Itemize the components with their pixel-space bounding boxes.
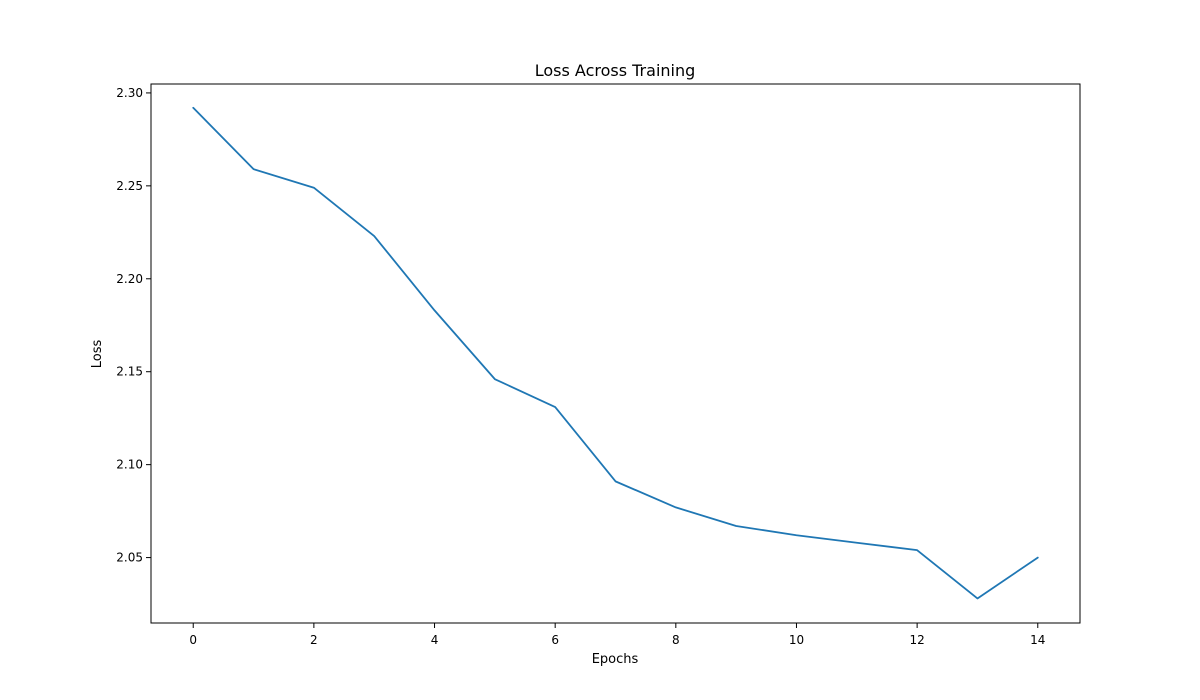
x-tick-label: 0 xyxy=(189,633,197,647)
y-tick-label: 2.15 xyxy=(116,365,143,379)
x-tick-label: 10 xyxy=(789,633,804,647)
x-tick-label: 14 xyxy=(1030,633,1045,647)
y-axis-label: Loss xyxy=(90,340,105,369)
x-tick-label: 8 xyxy=(672,633,680,647)
y-tick-label: 2.05 xyxy=(116,551,143,565)
y-axis-ticks: 2.05 2.10 2.15 2.20 2.25 2.30 xyxy=(116,86,151,565)
x-tick-label: 4 xyxy=(431,633,439,647)
x-tick-label: 2 xyxy=(310,633,318,647)
y-tick-label: 2.20 xyxy=(116,272,143,286)
x-axis-label: Epochs xyxy=(592,652,639,667)
chart-title: Loss Across Training xyxy=(535,61,696,80)
x-tick-label: 6 xyxy=(551,633,559,647)
x-tick-label: 12 xyxy=(909,633,924,647)
y-tick-label: 2.25 xyxy=(116,179,143,193)
loss-line xyxy=(192,106,1039,600)
x-axis-ticks: 0 2 4 6 8 10 12 14 xyxy=(189,623,1045,647)
y-tick-label: 2.30 xyxy=(116,86,143,100)
y-tick-label: 2.10 xyxy=(116,458,143,472)
plot-frame xyxy=(150,83,1081,624)
